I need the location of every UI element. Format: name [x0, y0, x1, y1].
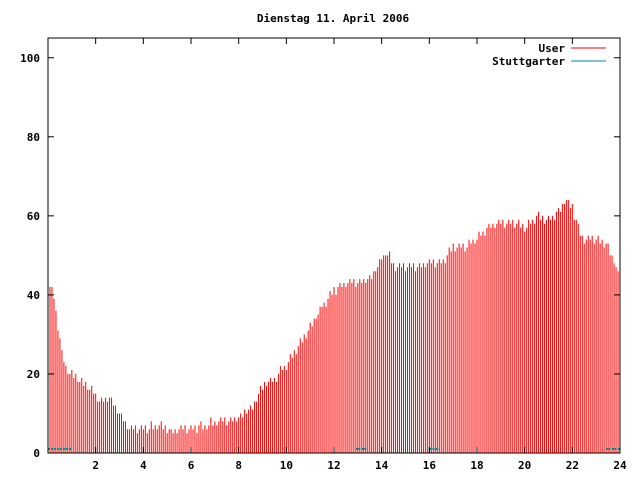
y-tick-label: 20	[27, 368, 40, 381]
x-tick-label: 24	[613, 459, 627, 472]
legend-label-stuttgarter: Stuttgarter	[492, 55, 565, 68]
legend: User Stuttgarter	[492, 42, 606, 68]
bars-layer	[47, 200, 621, 453]
x-tick-label: 18	[470, 459, 483, 472]
chart-title: Dienstag 11. April 2006	[257, 12, 410, 25]
x-tick-label: 14	[375, 459, 389, 472]
y-tick-label: 100	[20, 52, 40, 65]
x-tick-label: 6	[188, 459, 195, 472]
y-tick-label: 0	[33, 447, 40, 460]
x-tick-label: 20	[518, 459, 531, 472]
x-tick-label: 10	[280, 459, 293, 472]
y-tick-label: 80	[27, 131, 40, 144]
y-tick-label: 40	[27, 289, 40, 302]
y-axis: 0 20 40 60 80 100	[20, 52, 620, 460]
y-tick-label: 60	[27, 210, 40, 223]
x-tick-label: 12	[327, 459, 340, 472]
legend-label-user: User	[539, 42, 566, 55]
x-tick-label: 16	[423, 459, 437, 472]
x-tick-label: 4	[140, 459, 147, 472]
x-tick-label: 22	[566, 459, 579, 472]
x-tick-label: 2	[92, 459, 99, 472]
x-tick-label: 8	[235, 459, 242, 472]
x-axis: 2 4 6 8 10 12 14 16 18 20 22 24	[92, 38, 627, 472]
